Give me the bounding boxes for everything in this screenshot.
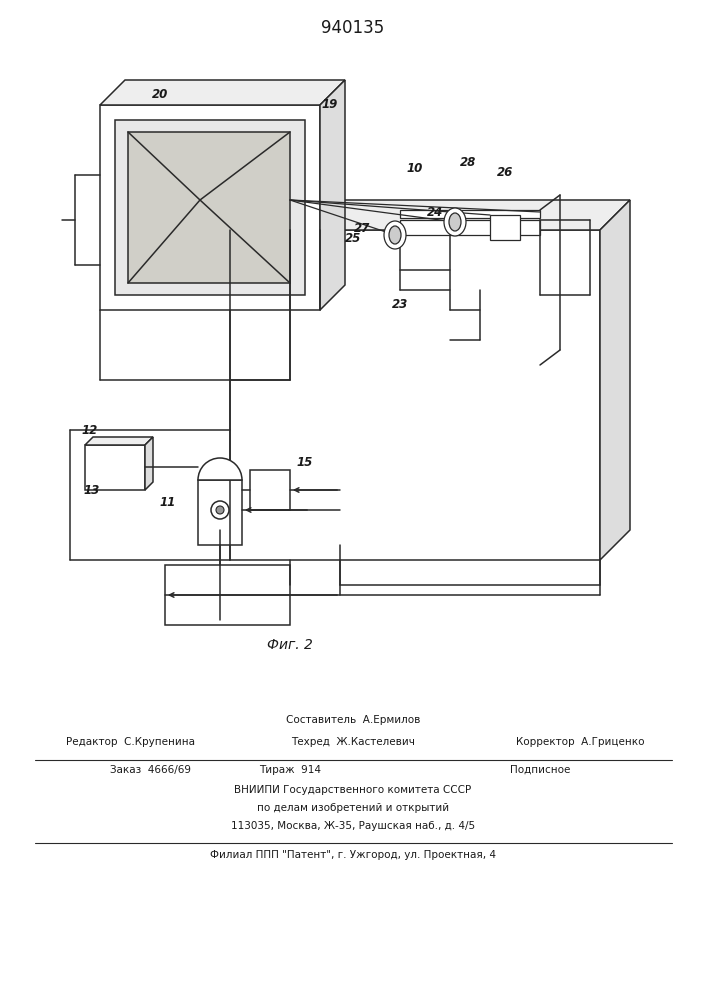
Circle shape	[216, 506, 224, 514]
Polygon shape	[145, 437, 153, 490]
Polygon shape	[85, 437, 153, 445]
Polygon shape	[165, 565, 290, 625]
Polygon shape	[230, 200, 630, 230]
Text: Тираж  914: Тираж 914	[259, 765, 321, 775]
Ellipse shape	[384, 221, 406, 249]
Text: 940135: 940135	[322, 19, 385, 37]
Polygon shape	[198, 480, 242, 545]
Text: Заказ  4666/69: Заказ 4666/69	[110, 765, 191, 775]
Polygon shape	[400, 210, 540, 218]
Polygon shape	[230, 230, 600, 560]
Text: 27: 27	[354, 222, 370, 234]
Text: Составитель  А.Ермилов: Составитель А.Ермилов	[286, 715, 420, 725]
Ellipse shape	[444, 208, 466, 236]
Text: Техред  Ж.Кастелевич: Техред Ж.Кастелевич	[291, 737, 415, 747]
Polygon shape	[600, 200, 630, 560]
Wedge shape	[198, 458, 242, 480]
Polygon shape	[100, 105, 320, 310]
Ellipse shape	[449, 213, 461, 231]
Text: Корректор  А.Гриценко: Корректор А.Гриценко	[515, 737, 644, 747]
Text: 12: 12	[82, 424, 98, 436]
Text: Филиал ППП "Патент", г. Ужгород, ул. Проектная, 4: Филиал ППП "Патент", г. Ужгород, ул. Про…	[210, 850, 496, 860]
Text: 10: 10	[407, 161, 423, 174]
Polygon shape	[115, 120, 305, 295]
Text: 15: 15	[297, 456, 313, 470]
Text: 28: 28	[460, 155, 476, 168]
Polygon shape	[320, 80, 345, 310]
Polygon shape	[100, 80, 345, 105]
Text: 25: 25	[345, 232, 361, 244]
Polygon shape	[400, 220, 540, 235]
Text: Подписное: Подписное	[510, 765, 570, 775]
Text: 26: 26	[497, 165, 513, 178]
Text: по делам изобретений и открытий: по делам изобретений и открытий	[257, 803, 449, 813]
Polygon shape	[250, 470, 290, 510]
Text: 13: 13	[84, 484, 100, 496]
Text: 20: 20	[152, 89, 168, 102]
Text: ВНИИПИ Государственного комитета СССР: ВНИИПИ Государственного комитета СССР	[235, 785, 472, 795]
Polygon shape	[128, 132, 290, 283]
Polygon shape	[85, 445, 145, 490]
Text: Редактор  С.Крупенина: Редактор С.Крупенина	[66, 737, 194, 747]
Text: 11: 11	[160, 495, 176, 508]
Circle shape	[211, 501, 229, 519]
Text: 24: 24	[427, 206, 443, 219]
Text: Фиг. 2: Фиг. 2	[267, 638, 313, 652]
Polygon shape	[490, 215, 520, 240]
Text: 19: 19	[322, 99, 338, 111]
Text: 113035, Москва, Ж-35, Раушская наб., д. 4/5: 113035, Москва, Ж-35, Раушская наб., д. …	[231, 821, 475, 831]
Text: 23: 23	[392, 298, 408, 312]
Ellipse shape	[389, 226, 401, 244]
